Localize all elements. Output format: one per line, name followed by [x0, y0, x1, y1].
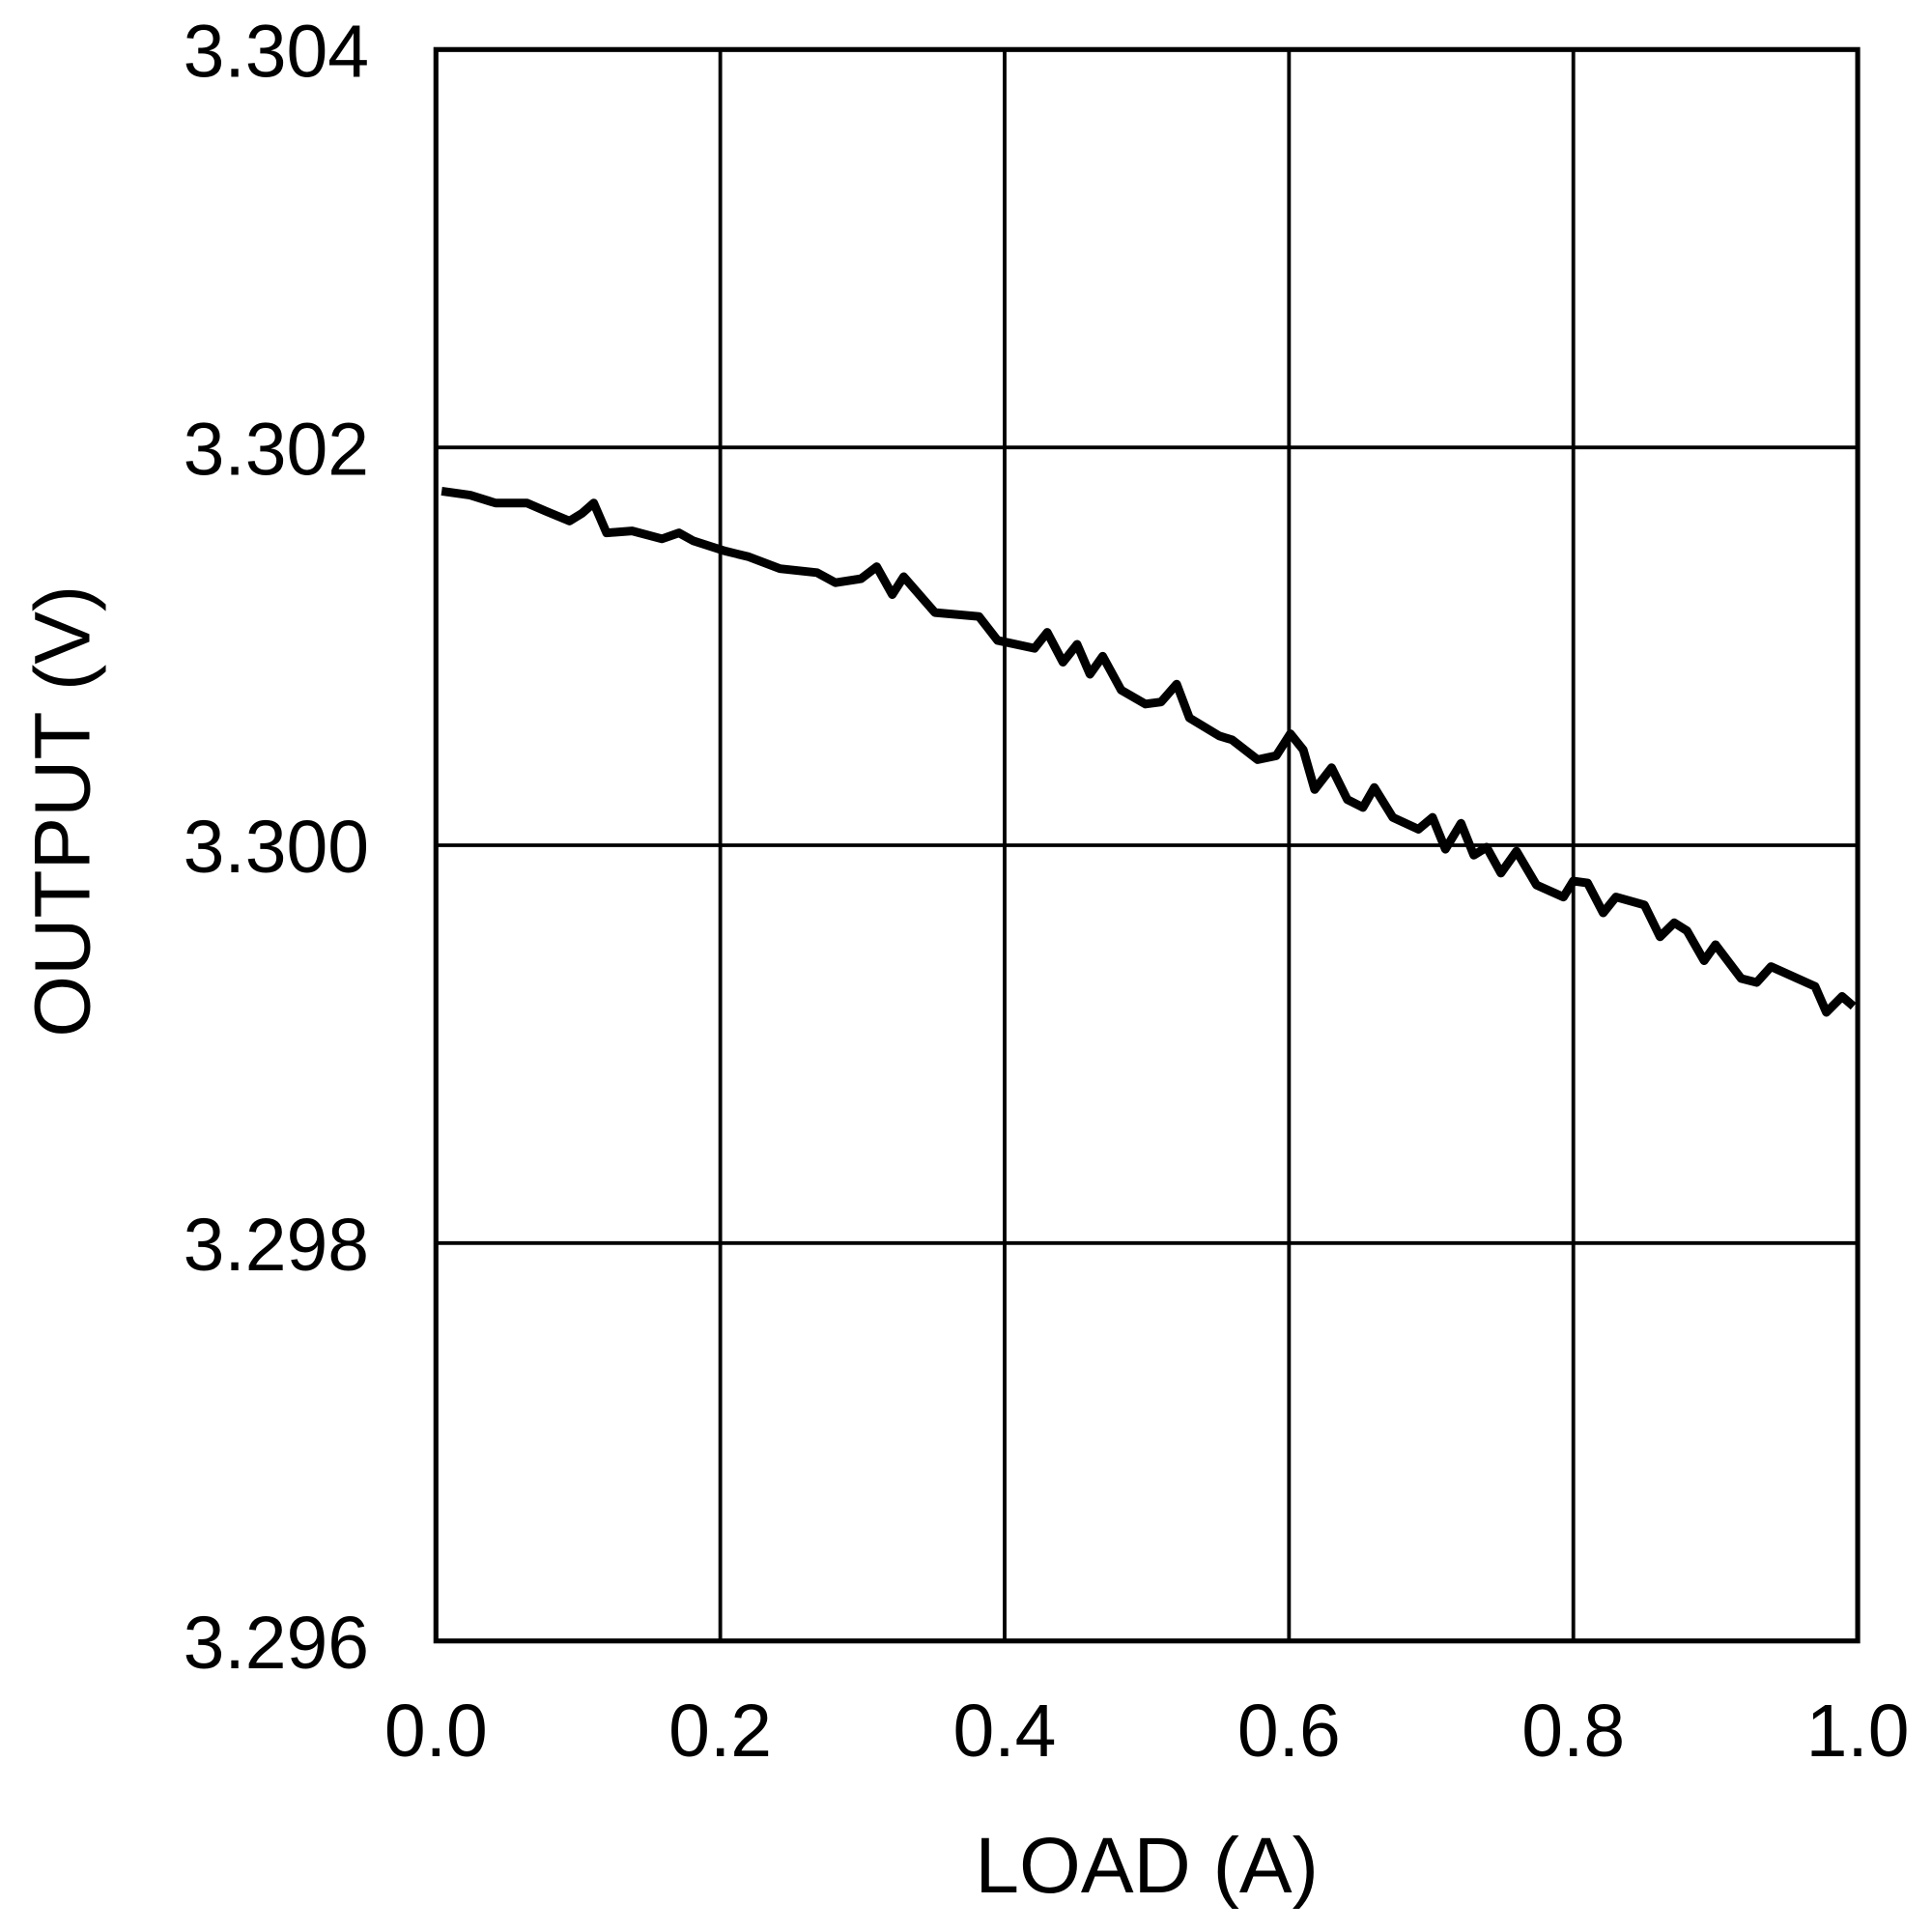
y-tick-label: 3.304	[184, 10, 369, 93]
x-tick-label: 0.8	[1521, 1690, 1625, 1773]
plot-frame	[433, 46, 1861, 1644]
y-axis-label: OUTPUT (V)	[18, 585, 106, 1037]
x-tick-label: 0.0	[384, 1690, 488, 1773]
x-axis-label: LOAD (A)	[975, 1822, 1319, 1910]
y-tick-label: 3.302	[184, 408, 369, 491]
series-line	[440, 487, 1857, 1017]
y-tick-label: 3.296	[184, 1602, 369, 1685]
y-tick-label: 3.300	[184, 806, 369, 889]
y-tick-labels: 3.296 3.298 3.300 3.302 3.304	[184, 10, 369, 1684]
x-tick-label: 1.0	[1806, 1690, 1910, 1773]
grid	[434, 47, 1861, 1643]
x-tick-labels: 0.0 0.2 0.4 0.6 0.8 1.0	[384, 1690, 1910, 1773]
y-tick-label: 3.298	[184, 1204, 369, 1287]
x-tick-label: 0.4	[953, 1690, 1057, 1773]
x-tick-label: 0.6	[1237, 1690, 1341, 1773]
x-tick-label: 0.2	[668, 1690, 772, 1773]
